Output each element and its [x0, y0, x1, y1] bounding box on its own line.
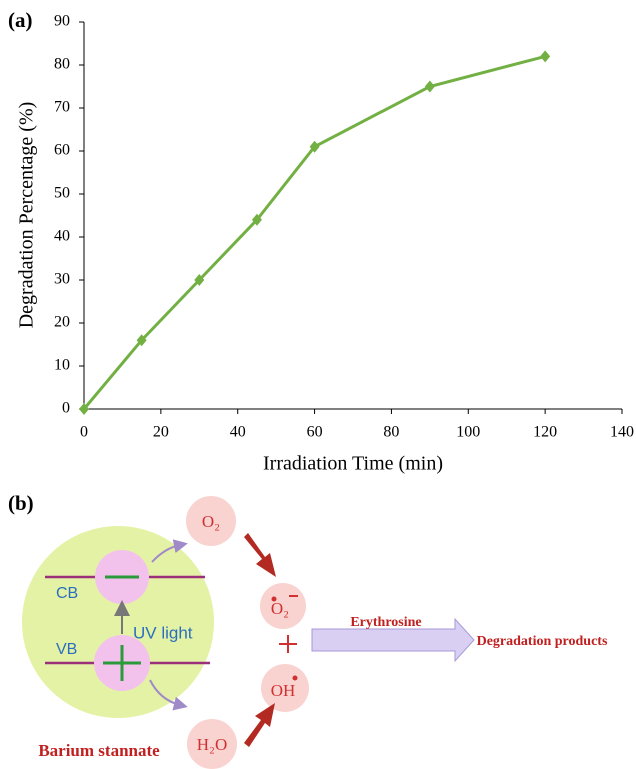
water-bubble — [187, 719, 237, 769]
y-tick-label: 10 — [54, 357, 70, 374]
electron-transfer — [151, 539, 188, 563]
superoxide-bubble — [260, 583, 306, 629]
products-label: Degradation products — [477, 634, 608, 649]
radical-dot — [292, 675, 298, 681]
data-line — [82, 54, 546, 410]
y-tick-label: 50 — [54, 185, 70, 202]
x-tick-label: 80 — [383, 424, 399, 441]
y-tick-label: 20 — [54, 314, 70, 331]
y-tick-label: 40 — [54, 228, 70, 245]
dye-label: Erythrosine — [350, 615, 421, 630]
x-tick-label: 120 — [533, 424, 557, 441]
x-axis-title: Irradiation Time (min) — [263, 453, 443, 475]
x-tick-label: 20 — [153, 424, 169, 441]
y-tick-label: 30 — [54, 271, 70, 288]
superoxide-label: O₂ — [271, 599, 289, 618]
x-tick-label: 140 — [610, 424, 634, 441]
y-tick-label: 80 — [54, 56, 70, 73]
hydroxyl-label: OH — [271, 681, 296, 700]
vb-label: VB — [56, 641, 77, 658]
x-tick-label: 40 — [230, 424, 246, 441]
catalyst-particle — [22, 526, 214, 718]
y-tick-label: 70 — [54, 99, 70, 116]
o2-bubble — [186, 496, 236, 546]
data-point — [251, 213, 262, 226]
data-point — [136, 334, 147, 347]
cb-label: CB — [56, 585, 78, 602]
radical-dot — [271, 596, 277, 602]
data-point — [79, 403, 89, 415]
reaction-arrow — [244, 533, 276, 577]
y-tick-label: 60 — [54, 142, 70, 159]
data-point — [540, 50, 551, 63]
catalyst-label: Barium stannate — [38, 741, 160, 760]
water-label: H₂O — [197, 735, 227, 754]
data-point — [424, 80, 435, 93]
y-axis-title: Degradation Percentage (%) — [16, 102, 38, 329]
hole-transfer — [149, 679, 188, 711]
panel-label: (b) — [8, 491, 34, 515]
uv-label: UV light — [133, 623, 193, 642]
degradation-arrow — [311, 617, 475, 663]
y-tick-label: 0 — [62, 400, 70, 417]
x-tick-label: 60 — [307, 424, 323, 441]
y-tick-label: 90 — [54, 13, 70, 30]
x-tick-label: 0 — [80, 424, 88, 441]
data-point — [194, 274, 205, 286]
hydroxyl-bubble — [261, 664, 309, 712]
data-point — [309, 140, 320, 153]
x-tick-label: 100 — [456, 424, 480, 441]
reaction-arrow — [244, 703, 275, 747]
panel-label: (a) — [8, 8, 33, 32]
o2-label: O₂ — [202, 512, 220, 531]
